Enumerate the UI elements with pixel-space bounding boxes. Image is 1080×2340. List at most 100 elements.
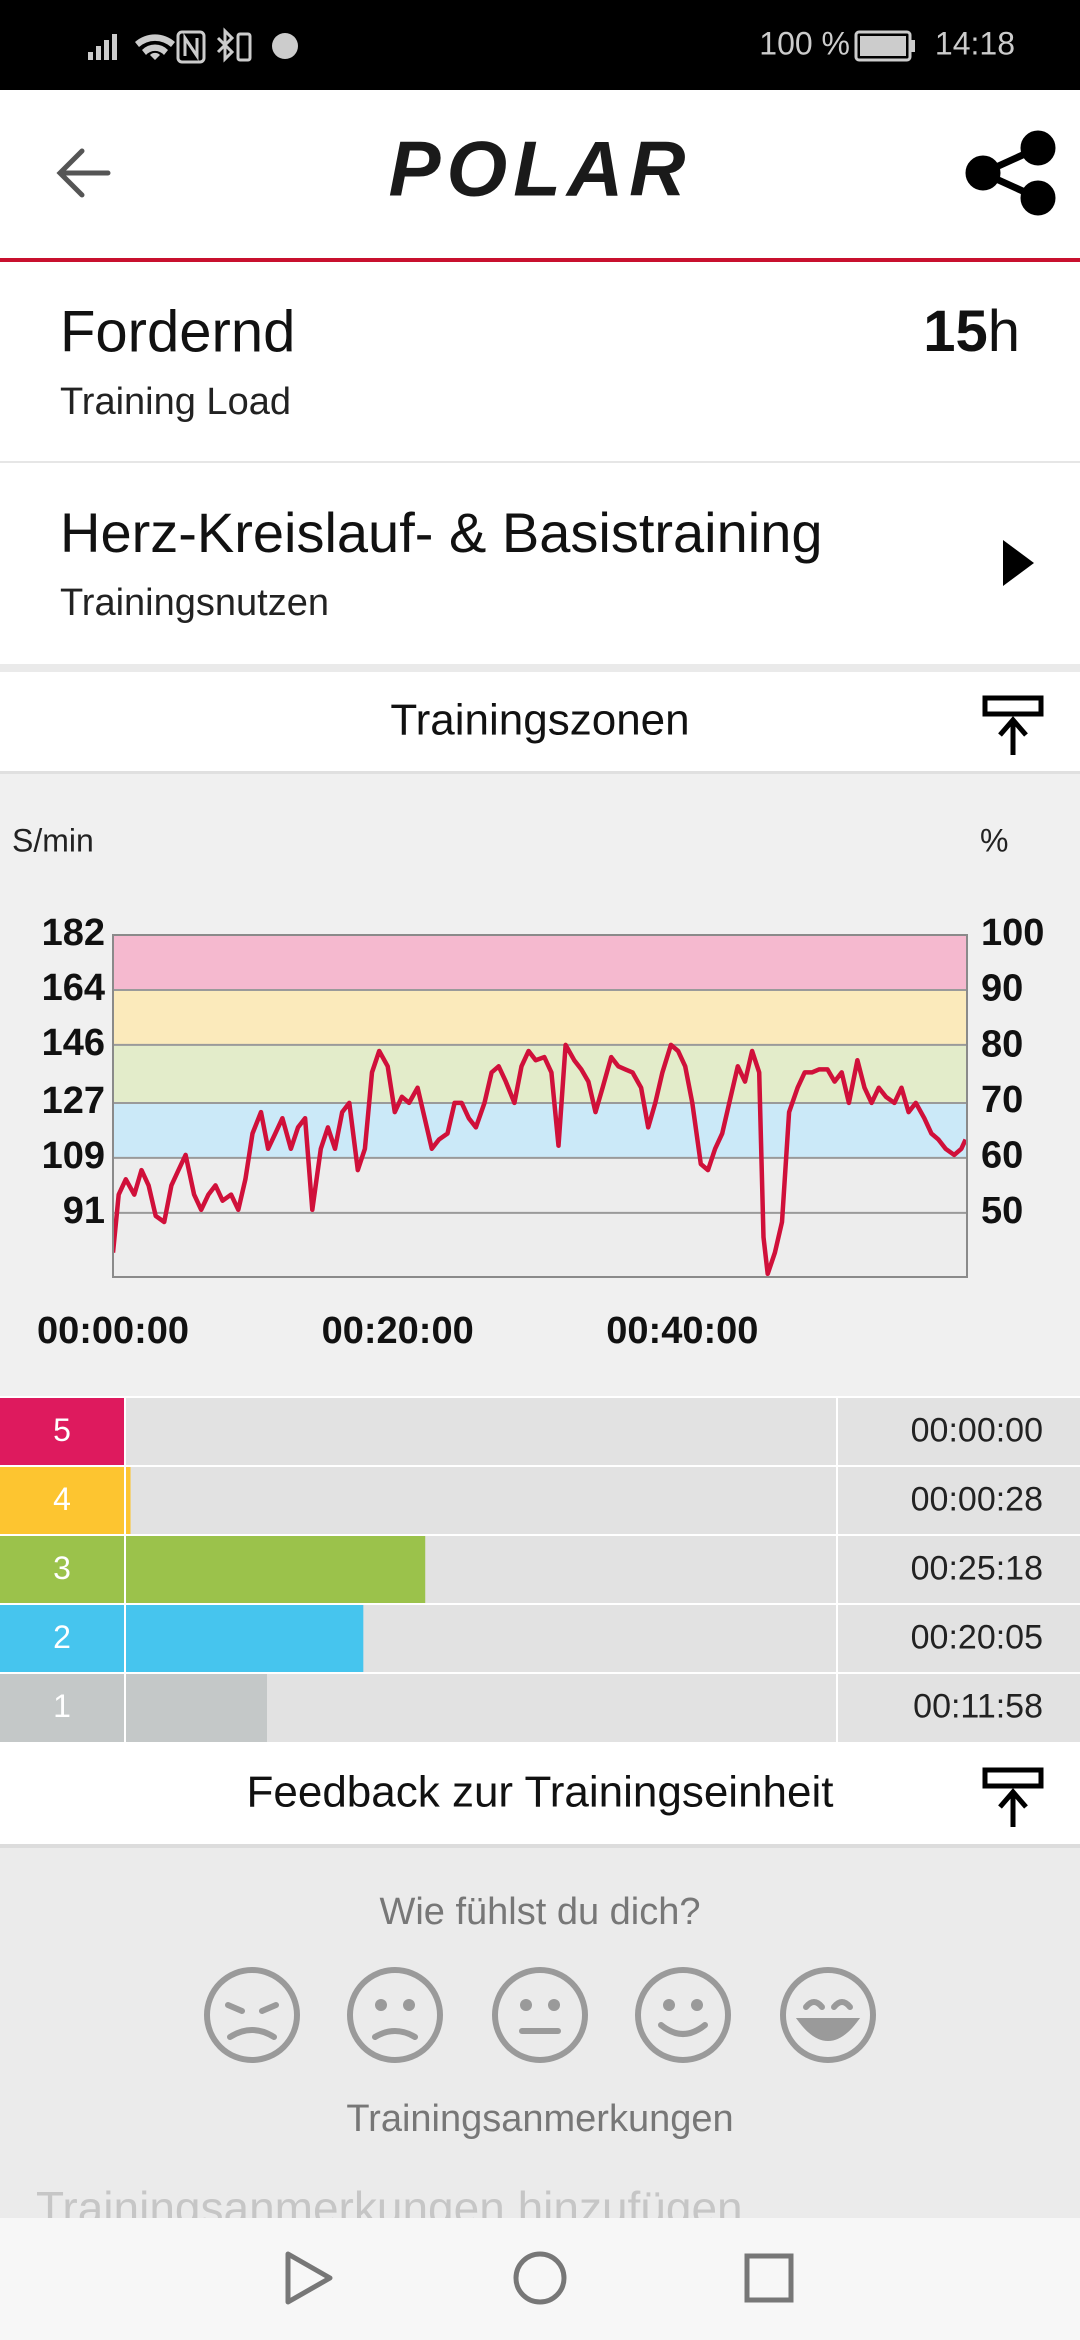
y-axis-label: S/min: [12, 822, 94, 858]
heart-rate-chart: 182 164 146 127 109 91 100 90 80 70 60 50 00:00:00 00…: [12, 822, 1044, 1352]
zone-label-cell: [0, 1397, 125, 1466]
zone-number: 1: [53, 1688, 71, 1724]
y2-tick-label: 70: [981, 1079, 1023, 1121]
nav-home[interactable]: [513, 2251, 567, 2305]
zone-time: 00:11:58: [913, 1687, 1043, 1725]
battery-text: 100 %: [759, 25, 850, 61]
shadow: [0, 1844, 1080, 1848]
status-icons: [88, 27, 915, 64]
zone-number: 2: [53, 1619, 71, 1655]
eye: [663, 1999, 675, 2011]
status-bar: [0, 0, 1080, 90]
mouth: [658, 2022, 708, 2037]
zone-time: 00:25:18: [911, 1549, 1043, 1587]
eye: [225, 2002, 279, 2014]
zone-label-cell: [0, 1466, 125, 1535]
zones-header: [0, 672, 1080, 771]
y-tick-label: 109: [42, 1135, 105, 1177]
zone-label-cell: [0, 1535, 125, 1604]
y-tick-label: 91: [63, 1190, 105, 1232]
zone-band: [113, 1044, 967, 1103]
eye: [548, 1999, 560, 2011]
zone-label-cell: [0, 1604, 125, 1673]
load-unit: h: [988, 299, 1020, 364]
app-bar: [0, 90, 1080, 258]
nav-back[interactable]: [285, 2251, 333, 2305]
zone-time: 00:20:05: [911, 1618, 1043, 1656]
zone-bars: 5 00:00:00 4 00:00:28 3 00:25:18 2 00:20:05 1 00:…: [0, 1396, 1080, 1742]
load-title: Fordernd: [60, 299, 295, 364]
zone-band: [113, 989, 967, 1045]
notes-title: Trainingsanmerkungen: [346, 2098, 733, 2140]
face: [492, 1967, 588, 2063]
mouth: [795, 2018, 861, 2041]
zones-title: Trainingszonen: [390, 696, 689, 745]
logo: POLAR: [389, 125, 692, 213]
share-button[interactable]: [965, 130, 1056, 216]
benefit-label: Trainingsnutzen: [60, 582, 329, 624]
feedback-collapse[interactable]: [982, 1767, 1044, 1827]
y-tick-label: 146: [42, 1022, 105, 1064]
feeling-option[interactable]: [204, 1967, 300, 2063]
clock: 14:18: [935, 25, 1015, 61]
zone-bar: [125, 1535, 426, 1604]
benefit-title: Herz-Kreislauf- & Basistraining: [60, 501, 822, 564]
shadow: [0, 771, 1080, 774]
feeling-option[interactable]: [635, 1967, 731, 2063]
y2-tick-label: 60: [981, 1134, 1023, 1176]
eye: [375, 1999, 387, 2011]
feeling-option[interactable]: [492, 1967, 588, 2063]
zone-row: [0, 1466, 1080, 1535]
back-button[interactable]: [56, 148, 111, 198]
feeling-option[interactable]: [347, 1967, 443, 2063]
zone-number: 5: [53, 1412, 71, 1448]
divider: [0, 461, 1080, 463]
nav-recent[interactable]: [744, 2253, 794, 2303]
heart-rate-line: [113, 1042, 967, 1277]
load-label: Training Load: [60, 381, 291, 423]
feedback-title: Feedback zur Trainingseinheit: [247, 1768, 834, 1817]
nav-bar: [0, 2218, 1080, 2340]
feeling-option[interactable]: [780, 1967, 876, 2063]
y2-tick-label: 80: [981, 1023, 1023, 1065]
x-tick-label: 00:40:00: [606, 1310, 758, 1352]
feeling-question: Wie fühlst du dich?: [379, 1891, 700, 1933]
zone-band: [113, 1102, 967, 1158]
eye: [403, 1999, 415, 2011]
load-number: 15: [923, 299, 988, 364]
y2-tick-label: 90: [981, 968, 1023, 1010]
zone-time: 00:00:00: [911, 1411, 1043, 1449]
zones-collapse[interactable]: [982, 695, 1044, 755]
divider: [0, 664, 1080, 672]
zone-row: [0, 1397, 1080, 1466]
mouth: [227, 2027, 277, 2040]
x-tick-label: 00:00:00: [37, 1310, 189, 1352]
eye: [520, 1999, 532, 2011]
face: [780, 1967, 876, 2063]
feeling-options: [204, 1967, 876, 2063]
header-accent: [0, 258, 1080, 262]
y2-tick-label: 100: [981, 912, 1044, 954]
mouth: [372, 2028, 418, 2040]
zone-band: [113, 1157, 967, 1213]
benefit-arrow: [1003, 540, 1034, 586]
feedback-header: [0, 1742, 1080, 1844]
y-tick-label: 164: [42, 967, 105, 1009]
zone-number: 3: [53, 1550, 71, 1586]
face: [204, 1967, 300, 2063]
x-tick-label: 00:20:00: [322, 1310, 474, 1352]
benefit-row[interactable]: Herz-Kreislauf- & Basistraining Training…: [60, 501, 1034, 624]
face: [347, 1967, 443, 2063]
face: [635, 1967, 731, 2063]
y2-axis-label: %: [980, 822, 1008, 858]
eye: [691, 1999, 703, 2011]
y2-tick-label: 50: [981, 1190, 1023, 1232]
zone-bar: [125, 1466, 131, 1535]
y-tick-label: 127: [42, 1080, 105, 1122]
zone-number: 4: [53, 1481, 71, 1517]
zone-bar: [125, 1604, 364, 1673]
zone-label-cell: [0, 1673, 125, 1742]
zone-band: [113, 935, 967, 990]
